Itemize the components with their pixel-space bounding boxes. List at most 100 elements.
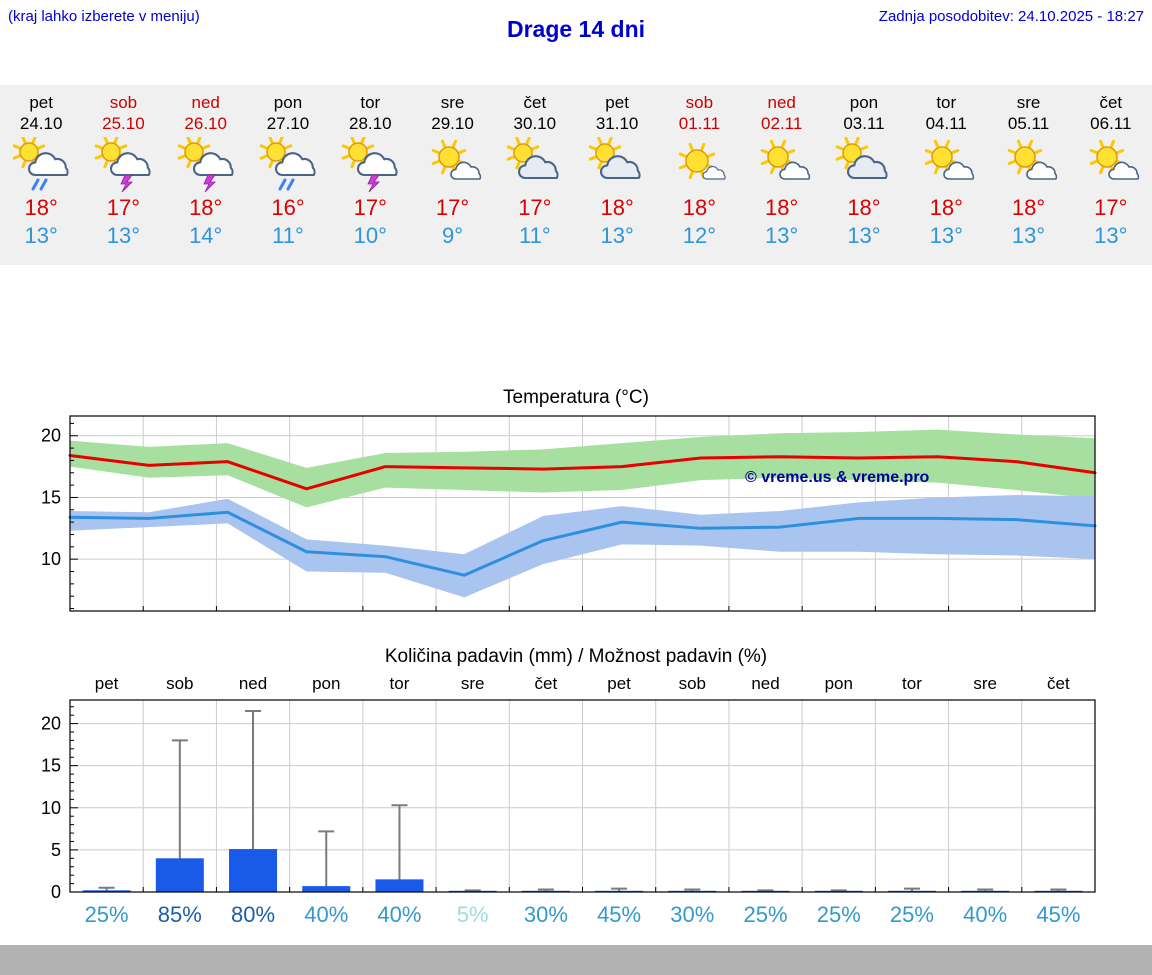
day-date: 01.11 <box>678 114 721 133</box>
day-name: čet <box>523 93 547 112</box>
watermark: © vreme.us & vreme.pro <box>745 469 930 486</box>
precip-y-tick-label: 15 <box>41 756 61 776</box>
precip-bar <box>82 890 131 892</box>
day-name: pet <box>605 93 629 112</box>
precip-y-tick-label: 10 <box>41 798 61 818</box>
day-column-3[interactable]: ned 26.10 18° 14° <box>165 85 247 265</box>
precip-day-label: sre <box>460 674 485 693</box>
precip-probability-row: 25% 85% 80% 40% 40% 5% 30% 45% 30% 25% 25% 25% 40% 45… <box>0 902 1152 932</box>
precip-probability: 30% <box>670 902 715 927</box>
day-min-temp: 13° <box>106 223 141 248</box>
day-column-5[interactable]: tor 28.10 17° 10° <box>329 85 411 265</box>
precip-probability: 85% <box>157 902 202 927</box>
day-name: tor <box>936 93 957 112</box>
day-column-6[interactable]: sre 29.10 17° 9° <box>411 85 493 265</box>
day-date: 05.11 <box>1007 114 1050 133</box>
day-name: sre <box>440 93 465 112</box>
day-min-temp: 11° <box>272 223 304 248</box>
temp-y-tick-label: 10 <box>41 549 61 569</box>
day-name: pon <box>849 93 879 112</box>
precip-probability: 40% <box>963 902 1008 927</box>
day-date: 03.11 <box>843 114 885 133</box>
day-min-temp: 13° <box>600 223 634 248</box>
day-max-temp: 18° <box>929 195 963 220</box>
sun-cloud-icon <box>997 137 1061 193</box>
day-name: pon <box>273 93 303 112</box>
day-column-9[interactable]: sob 01.11 18° 12° <box>658 85 740 265</box>
cloud-sun-icon <box>832 136 896 193</box>
sun-rain-icon <box>256 135 320 193</box>
precip-bar <box>302 886 351 892</box>
day-max-temp: 18° <box>189 195 223 220</box>
sun-storm-icon <box>91 135 155 193</box>
day-max-temp: 18° <box>847 195 881 220</box>
day-column-13[interactable]: sre 05.11 18° 13° <box>987 85 1069 265</box>
cloud-sun-icon <box>585 136 649 193</box>
precip-probability: 25% <box>816 902 861 927</box>
day-date: 04.11 <box>925 114 967 133</box>
day-column-11[interactable]: pon 03.11 18° 13° <box>823 85 905 265</box>
day-min-temp: 13° <box>929 223 963 248</box>
precip-day-label: pon <box>824 674 853 693</box>
day-date: 06.11 <box>1090 114 1132 133</box>
day-max-temp: 18° <box>765 195 799 220</box>
day-max-temp: 18° <box>24 195 58 220</box>
precip-probability: 5% <box>456 902 489 927</box>
day-column-12[interactable]: tor 04.11 18° 13° <box>905 85 987 265</box>
temp-y-tick-label: 15 <box>41 487 61 507</box>
precip-day-label: sob <box>166 674 194 693</box>
precip-probability: 80% <box>231 902 276 927</box>
precip-bar <box>229 849 278 892</box>
day-column-4[interactable]: pon 27.10 16° 11° <box>247 85 329 265</box>
temperature-chart: 10 15 20 © vreme.us & vreme.pro <box>41 415 1097 612</box>
precip-day-label: ned <box>238 674 268 693</box>
precip-bar <box>155 858 204 892</box>
day-min-temp: 13° <box>847 223 881 248</box>
day-min-temp: 12° <box>682 223 717 248</box>
day-name: pet <box>29 93 53 112</box>
day-date: 27.10 <box>266 114 310 133</box>
day-date: 28.10 <box>348 114 392 133</box>
day-min-temp: 14° <box>189 223 223 248</box>
day-max-temp: 18° <box>600 195 634 220</box>
precip-day-label: čet <box>534 674 558 693</box>
day-column-1[interactable]: pet 24.10 18° 13° <box>0 85 82 265</box>
temperature-chart-title: Temperatura (°C) <box>503 387 649 408</box>
day-date: 26.10 <box>184 114 227 133</box>
day-date: 30.10 <box>513 114 557 133</box>
day-max-temp: 17° <box>353 195 387 220</box>
precip-day-label: sre <box>973 674 997 693</box>
day-min-temp: 13° <box>24 223 58 248</box>
last-updated: Zadnja posodobitev: 24.10.2025 - 18:27 <box>878 8 1144 25</box>
day-min-temp: 13° <box>765 223 799 248</box>
precip-day-label: ned <box>751 674 780 693</box>
day-column-10[interactable]: ned 02.11 18° 13° <box>741 85 823 265</box>
sun-cloud-icon <box>914 137 978 193</box>
sun-rain-icon <box>9 135 73 193</box>
day-date: 25.10 <box>102 114 145 133</box>
precip-probability: 25% <box>743 902 788 927</box>
day-min-temp: 10° <box>353 223 387 248</box>
precip-probability: 45% <box>1036 902 1081 927</box>
precip-day-label: čet <box>1047 674 1070 693</box>
day-date: 31.10 <box>595 114 639 133</box>
sun-storm-icon <box>338 135 402 193</box>
day-min-temp: 13° <box>1011 223 1046 248</box>
day-name: sob <box>685 93 714 112</box>
page-title: Drage 14 dni <box>506 16 646 42</box>
day-column-8[interactable]: pet 31.10 18° 13° <box>576 85 658 265</box>
day-column-14[interactable]: čet 06.11 17° 13° <box>1070 85 1152 265</box>
sun-cloud-icon <box>421 137 485 193</box>
day-max-temp: 17° <box>1094 195 1128 220</box>
day-date: 24.10 <box>19 114 63 133</box>
sun-storm-icon <box>174 135 238 193</box>
day-name: ned <box>191 93 220 112</box>
sun-icon <box>667 137 731 193</box>
day-column-7[interactable]: čet 30.10 17° 11° <box>494 85 576 265</box>
day-max-temp: 16° <box>271 195 305 220</box>
precip-probability: 45% <box>597 902 642 927</box>
day-name: čet <box>1099 93 1123 112</box>
day-column-2[interactable]: sob 25.10 17° 13° <box>82 85 164 265</box>
day-name: ned <box>767 93 796 112</box>
cloud-sun-icon <box>503 136 567 193</box>
